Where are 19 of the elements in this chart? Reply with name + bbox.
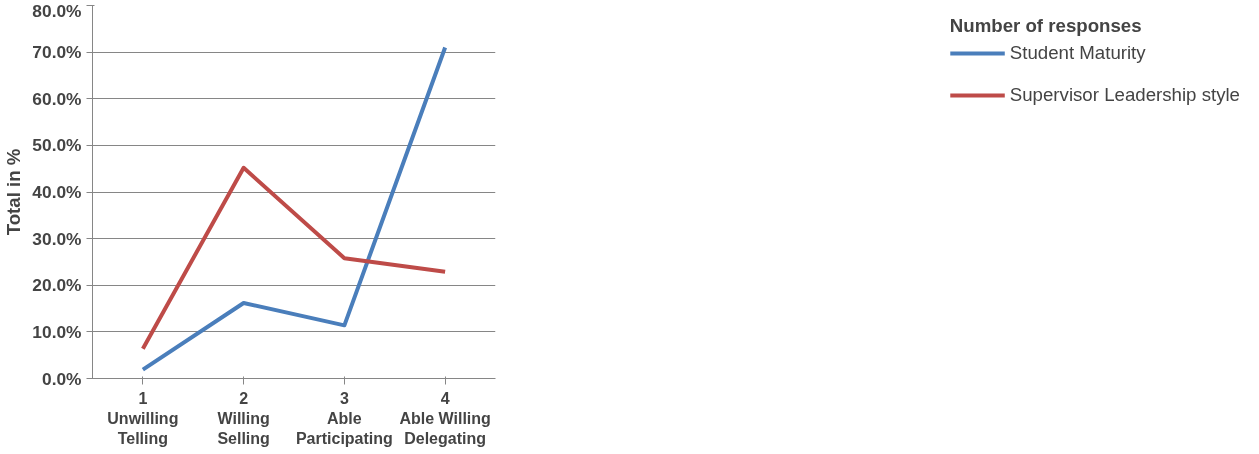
x-tick-label: 2 Willing Selling	[217, 389, 270, 448]
y-tick-label: 0.0%	[42, 368, 82, 389]
legend-label: Student Maturity	[1009, 42, 1146, 64]
line-series	[140, 165, 448, 351]
y-tick-label: 40.0%	[32, 182, 82, 202]
y-tick-label: 60.0%	[32, 88, 82, 109]
legend-title: Number of responses	[949, 15, 1143, 37]
x-tick-label: 4 Able Willing Delegating	[399, 389, 491, 448]
y-tick-label: 20.0%	[32, 275, 82, 296]
y-tick-label: 70.0%	[32, 42, 82, 63]
x-tick-label: 1 Unwilling Telling	[107, 389, 179, 448]
y-axis-title: Total in %	[3, 148, 25, 236]
y-tick-label: 50.0%	[32, 135, 82, 156]
y-tick-label: 10.0%	[32, 321, 82, 342]
legend-label: Supervisor Leadership style	[1009, 84, 1240, 106]
y-tick-label: 30.0%	[32, 228, 82, 249]
y-tick-label: 80.0%	[32, 0, 82, 21]
line-series	[140, 45, 448, 372]
x-tick-label: 3 Able Participating	[295, 389, 393, 448]
